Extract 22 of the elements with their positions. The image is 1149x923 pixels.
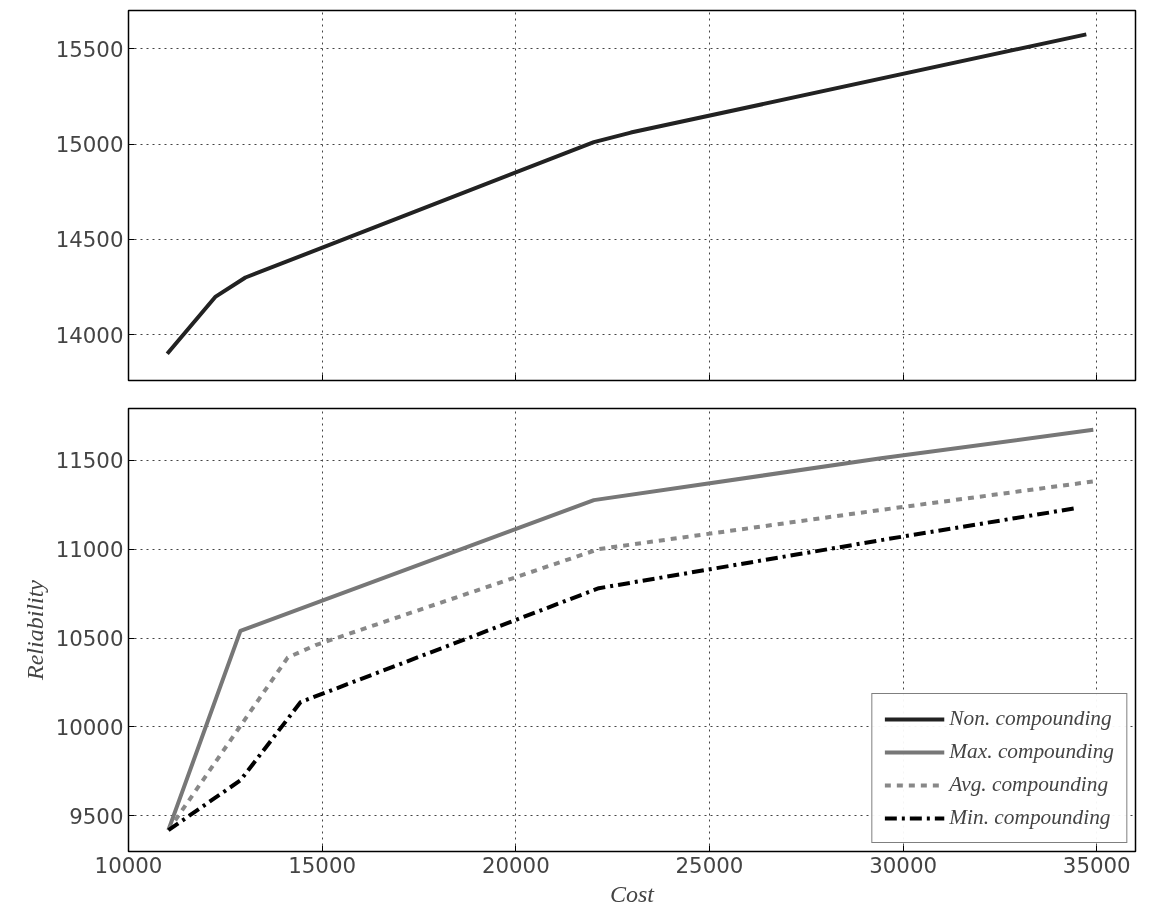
y-tick-label: 11000 [55,537,124,563]
x-tick-label: 15000 [288,852,357,878]
line-series [165,32,1089,356]
legend-label: Non. compounding [949,706,1112,731]
y-tick-label: 10000 [55,714,124,740]
y-axis-title: Reliability [21,579,48,681]
y-tick-label: 14500 [55,227,124,253]
x-tick-label: 35000 [1062,852,1131,878]
y-tick-label: 14000 [55,322,124,348]
legend-label: Avg. compounding [949,772,1109,797]
y-tick-label: 15000 [55,132,124,158]
y-tick-label: 15500 [55,36,124,62]
legend-label: Min. compounding [949,805,1111,830]
x-axis-title: Cost [609,880,656,907]
x-tick-label: 20000 [481,852,550,878]
x-tick-label: 10000 [94,852,163,878]
legend-label: Max. compounding [949,739,1114,764]
x-tick-label: 30000 [869,852,938,878]
y-tick-label: 9500 [69,803,124,829]
y-tick-label: 11500 [55,448,124,474]
x-tick-label: 25000 [675,852,744,878]
y-tick-label: 10500 [55,626,124,652]
